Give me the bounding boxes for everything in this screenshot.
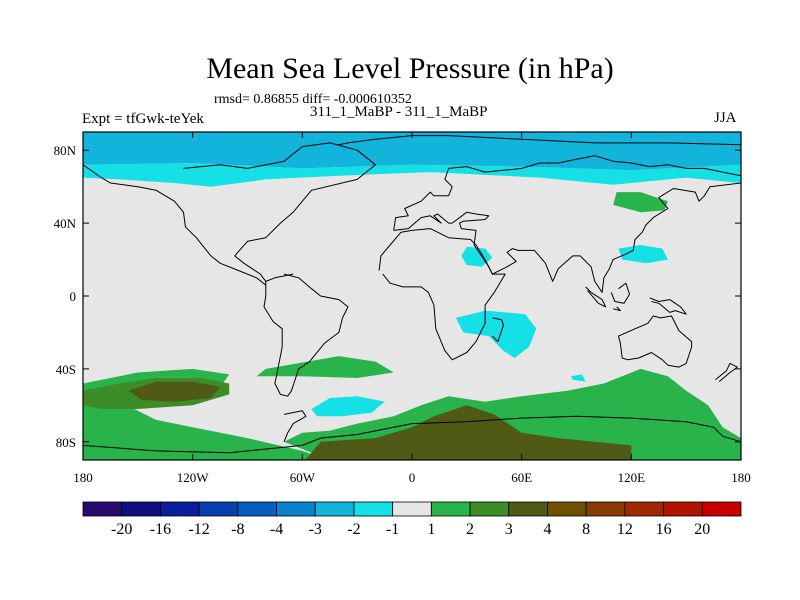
colorbar-swatch [314, 501, 355, 517]
colorbar-label: 16 [656, 521, 672, 538]
x-tick-label: 60E [511, 470, 532, 485]
contour-region-indian-ocean-cyan [571, 374, 586, 382]
coastline-8 [618, 315, 693, 368]
contour-region-siberia-green [613, 192, 668, 213]
colorbar-label: 2 [466, 521, 474, 538]
colorbar-swatch [585, 501, 626, 517]
coastline-7 [393, 182, 741, 293]
contour-region-southern-ocean-green [256, 356, 394, 378]
coastline-6 [393, 155, 741, 231]
coastline-11 [610, 282, 630, 304]
colorbar-swatch [82, 501, 123, 517]
coastline-13 [715, 362, 738, 382]
x-tick-label: 120W [177, 470, 210, 485]
contour-region-south-atlantic-cyan [311, 396, 385, 417]
colorbar-swatch [469, 501, 510, 517]
colorbar-swatch [237, 501, 277, 517]
colorbar-label: 4 [543, 521, 551, 538]
colorbar-label: -4 [270, 521, 283, 538]
colorbar-label: 12 [617, 521, 633, 538]
x-tick-label: 180 [73, 470, 93, 485]
coastline-15 [83, 415, 741, 454]
y-tick-label: 80N [54, 143, 77, 158]
x-tick-label: 0 [409, 470, 416, 485]
colorbar-label: -12 [188, 521, 209, 538]
colorbar-swatch [121, 501, 161, 517]
contour-region-south-pacific-olive [128, 381, 221, 402]
y-tick-label: 80S [56, 435, 76, 450]
colorbar-label: -8 [231, 521, 244, 538]
colorbar-swatch [430, 501, 471, 517]
colorbar-swatch [276, 501, 316, 517]
coastline-5 [378, 228, 506, 361]
colorbar-label: -2 [347, 521, 360, 538]
coastline-16 [283, 410, 307, 442]
chart-subtitle: 311_1_MaBP - 311_1_MaBP [310, 104, 488, 120]
chart-title: Mean Sea Level Pressure (in hPa) [206, 52, 614, 85]
colorbar-label: -1 [386, 521, 399, 538]
colorbar-swatch [547, 501, 587, 517]
x-tick-label: 180 [731, 470, 751, 485]
coastline-2 [183, 142, 376, 282]
coastline-14 [492, 317, 504, 343]
contour-region-arctic-band-light [83, 163, 741, 187]
colorbar-label: 20 [694, 521, 710, 538]
coastline-10 [612, 306, 621, 312]
colorbar-label: -20 [111, 521, 132, 538]
x-tick-label: 120E [618, 470, 646, 485]
contour-region-arabian-sea-cyan [455, 310, 537, 358]
y-tick-label: 40S [56, 362, 76, 377]
x-tick-label: 60W [290, 470, 316, 485]
colorbar-label: -3 [309, 521, 322, 538]
y-tick-label: 40N [54, 216, 77, 231]
contour-region-north-pacific-cyan [618, 245, 668, 264]
coastline-12 [649, 297, 687, 315]
colorbar-label: 8 [582, 521, 590, 538]
colorbar-swatch [701, 501, 742, 517]
coastline-1 [83, 164, 111, 184]
colorbar-label: -16 [150, 521, 171, 538]
contour-region-south-pacific-green [83, 383, 329, 460]
colorbar-swatch [392, 501, 432, 517]
colorbar-label: 3 [505, 521, 513, 538]
coastline-3 [110, 182, 267, 286]
colorbar-swatch [663, 501, 703, 517]
colorbar-swatch [624, 501, 664, 517]
stats-text: rmsd= 0.86855 diff= -0.000610352 [214, 92, 412, 107]
experiment-label: Expt = tfGwk-teYek [82, 111, 204, 127]
colorbar-swatch [353, 501, 394, 517]
contour-region-south-atlantic-olive [305, 405, 632, 460]
colorbar-swatch [160, 501, 200, 517]
coastline-4 [263, 273, 349, 397]
coastline-0 [338, 135, 741, 146]
y-tick-label: 0 [70, 289, 77, 304]
season-label: JJA [714, 110, 737, 126]
colorbar-label: 1 [427, 521, 435, 538]
colorbar-swatch [508, 501, 548, 517]
coastline-9 [585, 286, 607, 308]
contour-region-mediterranean-cyan [461, 246, 493, 267]
colorbar-swatch [198, 501, 239, 517]
